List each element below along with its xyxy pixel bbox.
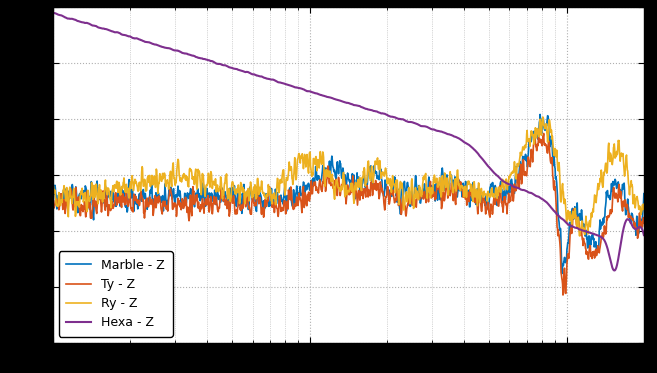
Hexa - Z [300,87,307,92]
Hexa - Z [95,25,102,30]
Marble - Z [118,194,126,198]
Ry - Z [576,234,583,238]
Line: Hexa - Z: Hexa - Z [53,13,644,270]
Hexa - Z [323,94,330,99]
Line: Marble - Z: Marble - Z [53,115,644,273]
Marble - Z [49,196,57,200]
Ry - Z [323,167,330,172]
Marble - Z [558,271,566,276]
Ty - Z [49,198,57,203]
Marble - Z [536,112,544,117]
Ry - Z [311,155,319,159]
Marble - Z [311,164,319,169]
Hexa - Z [611,268,619,273]
Marble - Z [385,188,393,192]
Hexa - Z [640,233,648,237]
Ry - Z [385,180,393,185]
Marble - Z [323,169,330,173]
Line: Ry - Z: Ry - Z [53,117,644,236]
Ry - Z [49,203,57,207]
Ry - Z [640,202,648,207]
Ty - Z [118,195,126,199]
Hexa - Z [312,91,320,95]
Ty - Z [385,202,393,206]
Ty - Z [95,197,102,202]
Hexa - Z [386,114,394,118]
Legend: Marble - Z, Ty - Z, Ry - Z, Hexa - Z: Marble - Z, Ty - Z, Ry - Z, Hexa - Z [59,251,173,337]
Ry - Z [118,186,126,191]
Ty - Z [539,131,547,136]
Ty - Z [300,184,307,189]
Hexa - Z [119,32,127,37]
Hexa - Z [49,11,57,16]
Marble - Z [300,180,307,184]
Marble - Z [640,191,648,196]
Ty - Z [323,182,330,186]
Ty - Z [559,293,567,297]
Ty - Z [311,185,319,189]
Ry - Z [300,166,307,171]
Ry - Z [539,115,547,119]
Hexa - Z [50,11,58,15]
Ry - Z [95,195,102,200]
Marble - Z [95,195,102,200]
Line: Ty - Z: Ty - Z [53,134,644,295]
Ty - Z [640,220,648,225]
